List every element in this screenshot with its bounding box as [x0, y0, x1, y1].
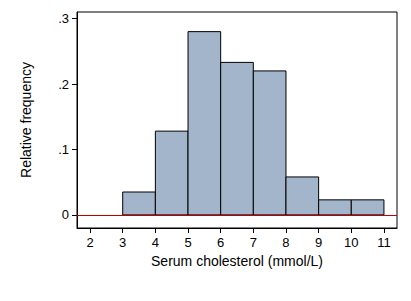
- svg-text:2: 2: [86, 235, 93, 250]
- svg-text:Relative frequency: Relative frequency: [18, 62, 34, 178]
- svg-text:Serum cholesterol (mmol/L): Serum cholesterol (mmol/L): [151, 253, 323, 269]
- svg-text:8: 8: [282, 235, 289, 250]
- svg-text:6: 6: [217, 235, 224, 250]
- svg-text:3: 3: [119, 235, 126, 250]
- svg-text:10: 10: [344, 235, 358, 250]
- svg-text:0: 0: [62, 207, 69, 222]
- svg-text:7: 7: [250, 235, 257, 250]
- svg-text:5: 5: [184, 235, 191, 250]
- svg-text:9: 9: [315, 235, 322, 250]
- svg-text:11: 11: [377, 235, 391, 250]
- svg-text:.3: .3: [58, 11, 69, 26]
- svg-text:4: 4: [152, 235, 159, 250]
- svg-text:.2: .2: [58, 77, 69, 92]
- svg-text:.1: .1: [58, 142, 69, 157]
